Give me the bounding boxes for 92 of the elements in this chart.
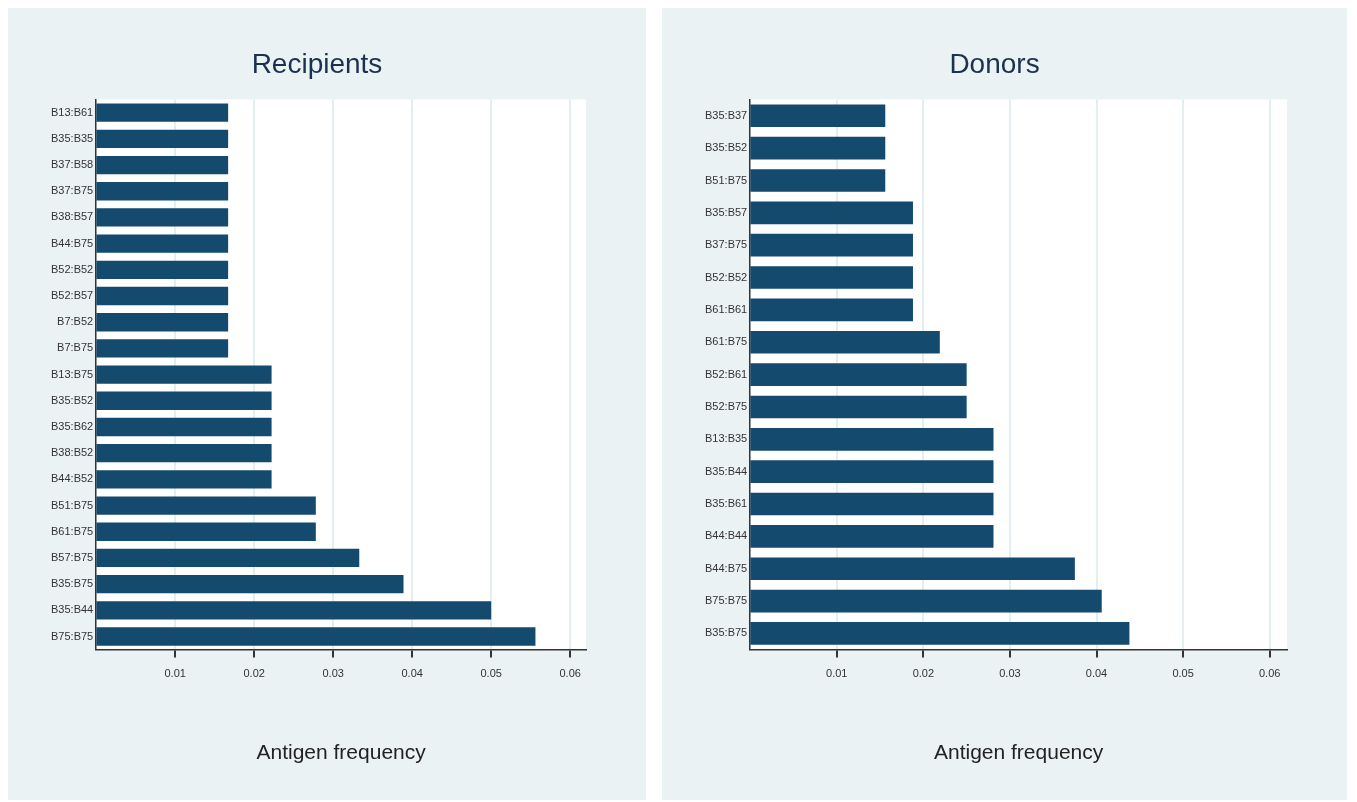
x-tick-label: 0.02	[243, 667, 265, 680]
bar	[96, 574, 404, 594]
bar	[96, 182, 229, 201]
y-tick-label: B35:B52	[705, 141, 748, 154]
bar	[750, 136, 886, 160]
bar	[96, 155, 229, 175]
y-tick-label: B57:B75	[51, 550, 94, 563]
x-tick-label: 0.05	[480, 667, 502, 680]
y-tick-label: B52:B57	[51, 289, 94, 302]
bar	[96, 391, 272, 410]
x-axis-title: Antigen frequency	[933, 740, 1104, 764]
y-tick-label: B35:B75	[705, 626, 748, 639]
bar	[96, 417, 272, 437]
y-tick-label: B35:B61	[705, 497, 748, 510]
y-tick-label: B61:B61	[705, 302, 748, 315]
y-tick-label: B7:B52	[57, 315, 94, 328]
y-tick-label: B35:B75	[51, 577, 94, 590]
bar	[750, 525, 994, 548]
bar	[750, 233, 913, 257]
bar	[750, 201, 913, 225]
y-tick-label: B35:B37	[705, 108, 748, 121]
bar	[96, 129, 229, 149]
x-tick-label: 0.05	[1172, 667, 1194, 680]
y-tick-label: B38:B57	[51, 210, 94, 223]
y-tick-label: B35:B44	[51, 603, 94, 616]
y-tick-label: B13:B75	[51, 367, 94, 380]
y-tick-label: B52:B75	[705, 399, 748, 412]
bar	[750, 622, 1130, 645]
y-tick-label: B35:B57	[705, 205, 748, 218]
bar	[750, 104, 886, 128]
bar	[96, 548, 360, 568]
y-tick-label: B37:B58	[51, 158, 94, 171]
bar	[96, 208, 229, 227]
y-tick-label: B52:B61	[705, 367, 748, 380]
bar	[750, 330, 940, 354]
bar	[96, 627, 536, 646]
y-tick-label: B51:B75	[51, 498, 94, 511]
bar	[96, 365, 272, 384]
bar	[96, 496, 316, 515]
y-tick-label: B75:B75	[51, 629, 94, 642]
bar	[96, 260, 229, 280]
chart-title: Recipients	[251, 47, 383, 79]
y-tick-label: B37:B75	[51, 184, 94, 197]
x-tick-label: 0.04	[401, 667, 423, 680]
y-tick-label: B52:B52	[705, 270, 748, 283]
x-tick-label: 0.06	[559, 667, 581, 680]
bar	[96, 470, 272, 489]
y-tick-label: B44:B75	[705, 561, 748, 574]
bar	[750, 557, 1075, 581]
x-tick-label: 0.02	[912, 667, 935, 680]
bar	[750, 492, 994, 516]
x-tick-label: 0.04	[1085, 667, 1108, 680]
y-tick-label: B35:B35	[51, 131, 94, 144]
x-tick-label: 0.03	[322, 667, 344, 680]
y-tick-label: B38:B52	[51, 446, 94, 459]
bar	[96, 286, 229, 306]
bar	[96, 444, 272, 463]
x-axis-title: Antigen frequency	[256, 740, 427, 764]
y-tick-label: B7:B75	[57, 341, 94, 354]
bar	[96, 522, 316, 541]
y-tick-label: B37:B75	[705, 238, 748, 251]
x-tick-label: 0.01	[826, 667, 848, 680]
x-tick-label: 0.01	[164, 667, 186, 680]
x-tick-label: 0.03	[999, 667, 1021, 680]
y-tick-label: B52:B52	[51, 262, 94, 275]
bar	[750, 266, 913, 289]
x-tick-label: 0.06	[1258, 667, 1281, 680]
bar	[750, 363, 967, 386]
y-tick-label: B61:B75	[51, 524, 94, 537]
bar	[96, 313, 229, 332]
y-tick-label: B75:B75	[705, 594, 748, 607]
y-tick-label: B44:B75	[51, 236, 94, 249]
bar	[750, 427, 994, 451]
y-tick-label: B13:B61	[51, 105, 94, 118]
y-tick-label: B13:B35	[705, 432, 748, 445]
y-tick-label: B35:B44	[705, 464, 748, 477]
y-tick-label: B51:B75	[705, 173, 748, 186]
y-tick-label: B35:B52	[51, 393, 94, 406]
chart-title: Donors	[949, 47, 1040, 79]
y-tick-label: B44:B52	[51, 472, 94, 485]
bar	[750, 460, 994, 483]
bar	[96, 601, 492, 620]
bar	[750, 589, 1102, 613]
bar	[96, 234, 229, 253]
y-tick-label: B44:B44	[705, 529, 748, 542]
bar	[750, 395, 967, 419]
bar	[750, 169, 886, 192]
bar	[96, 103, 229, 122]
bar	[96, 339, 229, 358]
y-tick-label: B35:B62	[51, 420, 94, 433]
bar	[750, 298, 913, 322]
y-tick-label: B61:B75	[705, 335, 748, 348]
